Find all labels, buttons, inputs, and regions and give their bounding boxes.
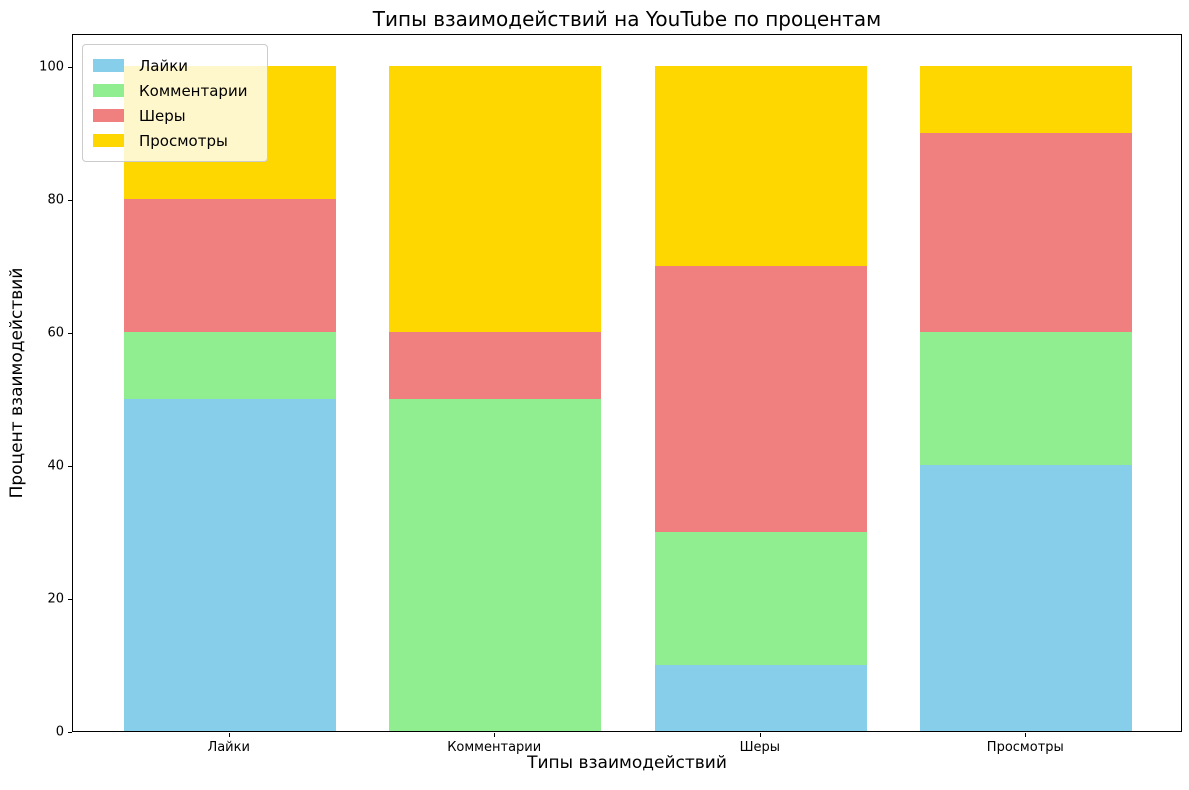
- bar-segment: [654, 664, 867, 731]
- bar-segment: [920, 332, 1133, 466]
- x-tick-label: Шеры: [739, 740, 781, 755]
- legend-label: Просмотры: [139, 131, 228, 150]
- chart-title: Типы взаимодействий на YouTube по процен…: [372, 7, 882, 31]
- y-tick-label: 0: [55, 724, 64, 740]
- x-tick-mark: [759, 733, 761, 737]
- bar-3: [654, 33, 867, 731]
- x-tick-label: Просмотры: [986, 740, 1064, 755]
- y-tick-mark: [68, 67, 72, 69]
- y-tick-mark: [68, 466, 72, 468]
- bar-4: [920, 33, 1133, 731]
- y-axis-label: Процент взаимодействий: [7, 267, 27, 499]
- bar-segment: [654, 531, 867, 665]
- bar-segment: [123, 398, 336, 731]
- legend-swatch: [93, 134, 124, 147]
- bar-segment: [654, 66, 867, 266]
- plot-area: Лайки Комментарии Шеры Просмотры: [72, 34, 1182, 732]
- bar-segment: [389, 332, 602, 399]
- legend-label: Шеры: [139, 106, 186, 125]
- bar-segment: [389, 66, 602, 333]
- legend: Лайки Комментарии Шеры Просмотры: [82, 44, 269, 162]
- legend-swatch: [93, 109, 124, 122]
- bar-segment: [389, 398, 602, 731]
- legend-item: Шеры: [93, 103, 247, 128]
- legend-item: Просмотры: [93, 128, 247, 153]
- bar-segment: [123, 332, 336, 399]
- x-axis-label: Типы взаимодействий: [527, 753, 727, 773]
- bar-segment: [920, 465, 1133, 731]
- bar-2: [389, 33, 602, 731]
- legend-label: Комментарии: [139, 81, 248, 100]
- y-tick-label: 80: [47, 192, 64, 208]
- x-tick-label: Лайки: [207, 740, 250, 755]
- y-tick-label: 40: [47, 458, 64, 474]
- bar-segment: [123, 199, 336, 333]
- legend-swatch: [93, 84, 124, 97]
- x-tick-label: Комментарии: [447, 740, 542, 755]
- legend-item: Лайки: [93, 53, 247, 78]
- bar-segment: [654, 265, 867, 532]
- legend-label: Лайки: [139, 56, 189, 75]
- x-tick-mark: [494, 733, 496, 737]
- y-tick-mark: [68, 599, 72, 600]
- bar-segment: [920, 132, 1133, 333]
- y-tick-label: 20: [47, 591, 64, 607]
- x-tick-mark: [228, 733, 230, 737]
- y-tick-mark: [68, 732, 72, 733]
- bar-segment: [920, 66, 1133, 133]
- x-tick-mark: [1025, 733, 1027, 737]
- y-tick-label: 60: [47, 325, 64, 341]
- y-tick-label: 100: [39, 59, 64, 75]
- y-tick-mark: [68, 333, 72, 335]
- legend-item: Комментарии: [93, 78, 247, 103]
- legend-swatch: [93, 59, 124, 72]
- y-tick-mark: [68, 200, 72, 202]
